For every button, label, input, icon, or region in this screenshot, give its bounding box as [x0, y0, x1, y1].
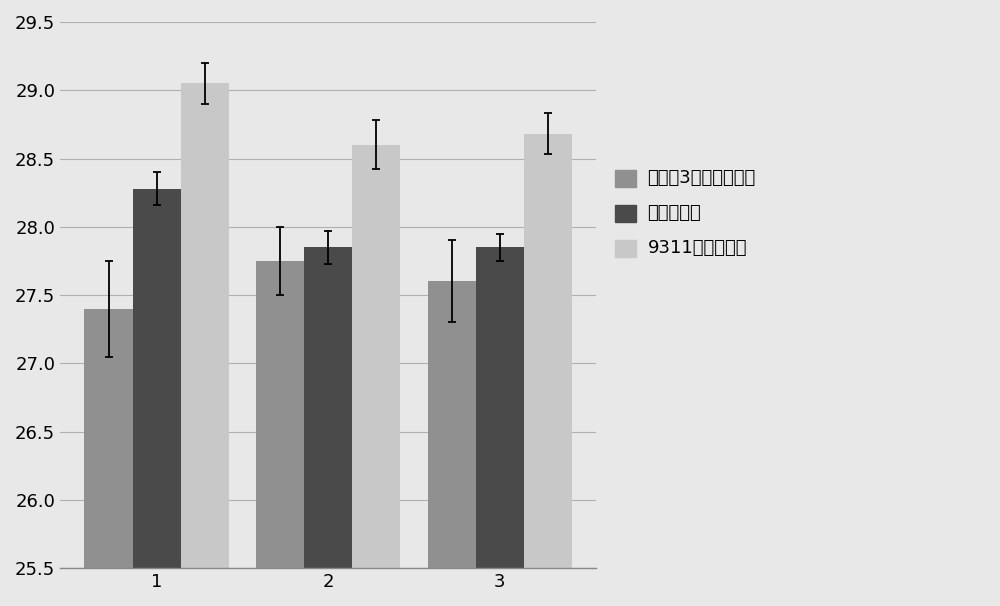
Bar — [181, 84, 229, 568]
Bar — [84, 308, 133, 568]
Legend: 荷花塘3号绍合基因型, 杂合基因型, 9311绍合基因型: 荷花塘3号绍合基因型, 杂合基因型, 9311绍合基因型 — [609, 162, 763, 264]
Bar — [476, 247, 524, 568]
Bar — [524, 134, 572, 568]
Bar — [133, 188, 181, 568]
Bar — [256, 261, 304, 568]
Bar — [352, 145, 400, 568]
Bar — [304, 247, 352, 568]
Bar — [428, 281, 476, 568]
